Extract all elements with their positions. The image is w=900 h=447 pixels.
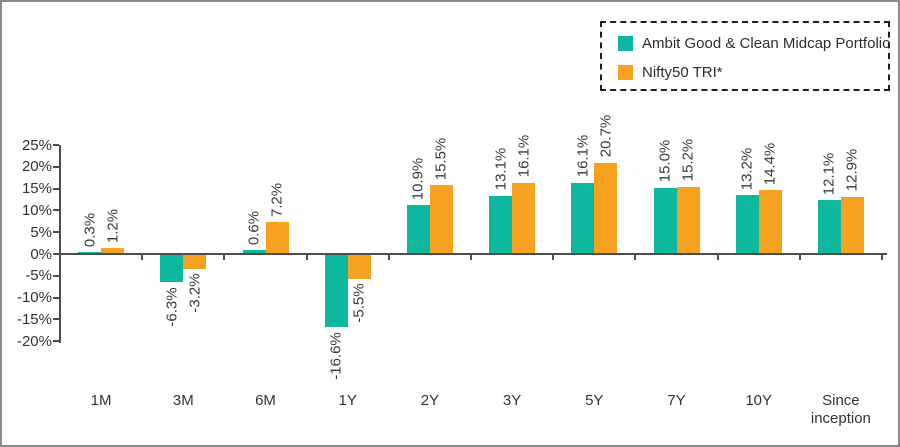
legend-item-portfolio: Ambit Good & Clean Midcap Portfolio — [618, 34, 891, 52]
x-axis-category-label: 10Y — [745, 392, 773, 409]
x-axis-tick — [716, 255, 719, 260]
x-axis-tick — [305, 255, 308, 260]
x-axis-tick — [634, 255, 637, 260]
legend-item-nifty: Nifty50 TRI* — [618, 63, 888, 81]
bar-value-label: 16.1% — [574, 135, 592, 178]
bar — [758, 190, 782, 253]
bar — [840, 196, 864, 253]
x-axis-category-label: 1Y — [338, 392, 357, 409]
bar-value-label: -5.5% — [350, 283, 368, 324]
bar-value-label: -6.3% — [163, 287, 181, 327]
x-axis-tick — [387, 255, 390, 260]
x-axis-tick — [141, 255, 144, 260]
y-axis-tick — [53, 296, 59, 299]
y-axis-tick — [53, 253, 59, 255]
bar-value-label: 7.2% — [268, 182, 286, 217]
legend-label-nifty: Nifty50 TRI* — [642, 63, 723, 81]
x-axis-category-label: 7Y — [667, 392, 686, 409]
bar — [101, 247, 125, 253]
x-axis-tick — [881, 255, 883, 260]
y-axis-tick — [53, 165, 59, 168]
bar — [512, 182, 536, 253]
bar-value-label: 10.9% — [409, 157, 427, 201]
bar — [183, 255, 207, 269]
bar-value-label: 0.3% — [81, 212, 99, 247]
y-axis-tick-label: 5% — [30, 223, 52, 241]
bar — [653, 187, 677, 253]
bar — [429, 185, 453, 253]
y-axis-line — [59, 145, 61, 344]
y-axis-tick-label: -5% — [25, 267, 52, 285]
bar-value-label: 15.2% — [679, 138, 697, 182]
y-axis-tick-label: 15% — [21, 180, 52, 198]
legend-swatch-nifty-icon — [618, 64, 633, 80]
y-axis-tick — [53, 274, 59, 277]
bar — [676, 186, 700, 253]
y-axis-tick — [53, 340, 59, 343]
x-axis-tick — [552, 255, 555, 260]
bar-value-label: 20.7% — [597, 114, 615, 158]
bar-value-label: 15.5% — [432, 137, 450, 181]
bar — [594, 162, 618, 253]
y-axis-tick-label: -10% — [16, 289, 52, 307]
y-axis-tick — [53, 231, 59, 234]
y-axis-tick-label: -20% — [16, 332, 52, 350]
bar-value-label: 14.4% — [761, 142, 779, 185]
x-axis-category-label: 3M — [172, 392, 194, 409]
y-axis-tick — [53, 209, 59, 212]
bar-value-label: 15.0% — [656, 139, 674, 183]
bar-value-label: 13.1% — [492, 148, 510, 191]
y-axis-tick-label: 10% — [21, 201, 52, 219]
x-axis-category-label: 5Y — [585, 392, 604, 409]
y-axis-tick — [53, 187, 59, 190]
x-axis-category-label: 6M — [255, 392, 276, 409]
bar — [817, 200, 841, 253]
bar — [324, 255, 348, 328]
x-axis-category-label: 1M — [90, 392, 112, 409]
x-axis-tick — [223, 255, 226, 260]
x-axis-category-label: 3Y — [502, 392, 522, 409]
y-axis-tick-label: 0% — [30, 245, 52, 263]
bar-value-label: 12.1% — [820, 152, 838, 196]
bar — [406, 205, 430, 253]
bar — [735, 195, 759, 253]
legend-label-portfolio: Ambit Good & Clean Midcap Portfolio — [642, 34, 891, 52]
x-axis-category-label: 2Y — [420, 392, 440, 409]
y-axis-tick-label: 25% — [21, 136, 52, 154]
bar-value-label: 13.2% — [738, 147, 756, 191]
bar-value-label: -3.2% — [186, 273, 204, 314]
x-axis-tick — [470, 255, 472, 260]
bar-value-label: -16.6% — [327, 332, 345, 381]
y-axis-tick-label: -15% — [16, 310, 52, 328]
y-axis-tick — [53, 318, 59, 321]
bar-value-label: 16.1% — [515, 135, 533, 178]
bar-value-label: 1.2% — [104, 208, 122, 243]
bar-value-label: 12.9% — [843, 148, 861, 192]
bar — [242, 250, 266, 253]
bar-value-label: 0.6% — [245, 211, 263, 246]
legend: Ambit Good & Clean Midcap Portfolio Nift… — [600, 21, 890, 91]
x-axis-line — [59, 253, 887, 255]
x-axis-tick — [798, 255, 801, 260]
bar — [347, 255, 371, 279]
bar — [160, 255, 184, 283]
bar — [78, 251, 102, 253]
y-axis-tick — [53, 144, 59, 146]
bar — [265, 221, 289, 253]
y-axis-tick-label: 20% — [21, 158, 52, 176]
bar — [571, 182, 595, 253]
x-axis-category-label: Since inception — [810, 392, 871, 427]
legend-swatch-portfolio-icon — [618, 35, 633, 51]
bar — [489, 195, 513, 253]
